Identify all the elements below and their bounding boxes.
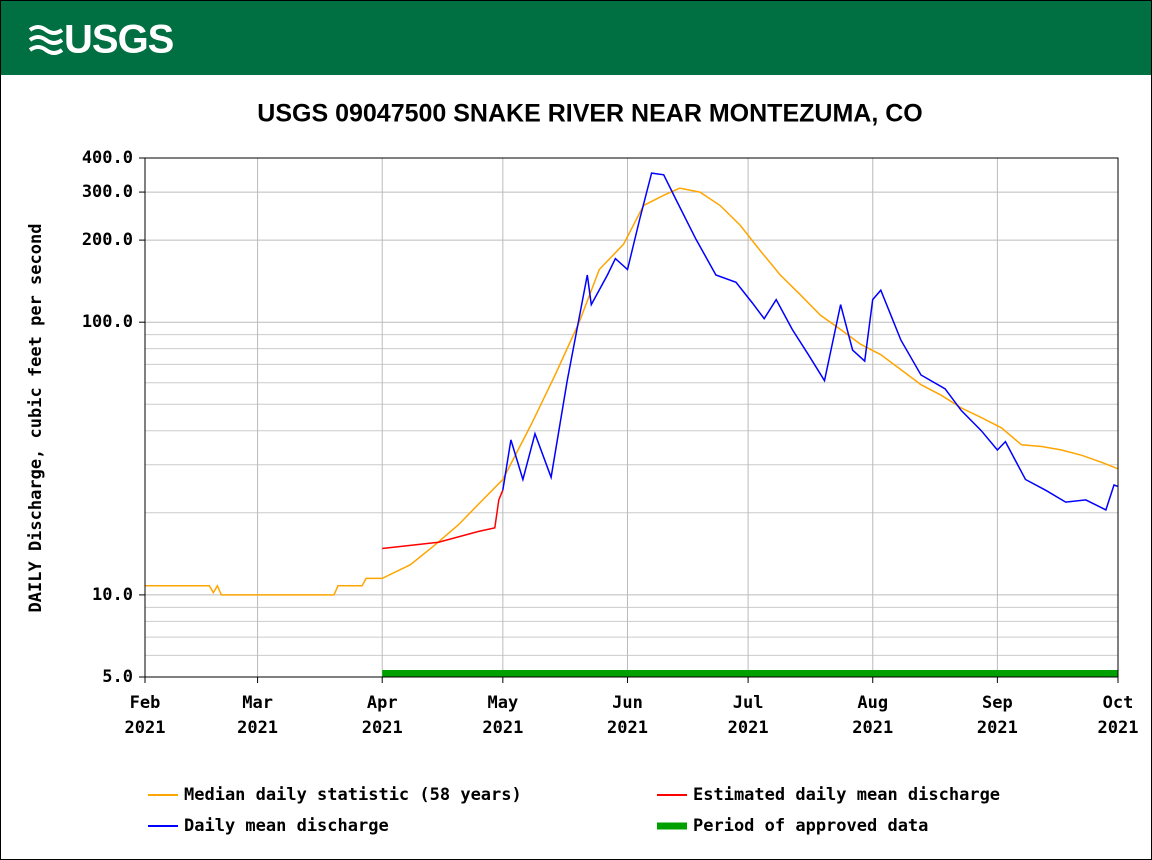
legend-label: Period of approved data bbox=[693, 816, 928, 836]
x-tick-label: Jun bbox=[612, 693, 643, 713]
y-tick-label: 400.0 bbox=[82, 148, 133, 168]
x-tick-label: Feb bbox=[130, 693, 161, 713]
x-tick-label: Mar bbox=[242, 693, 273, 713]
plot-frame bbox=[144, 157, 1119, 678]
y-tick-label: 300.0 bbox=[82, 182, 133, 202]
x-tick-label: Sep bbox=[982, 693, 1013, 713]
y-tick-label: 10.0 bbox=[92, 585, 133, 605]
chart-title: USGS 09047500 SNAKE RIVER NEAR MONTEZUMA… bbox=[257, 100, 922, 128]
x-tick-label: 2021 bbox=[362, 718, 403, 738]
x-tick-label: 2021 bbox=[1098, 718, 1139, 738]
x-tick-label: 2021 bbox=[607, 718, 648, 738]
legend-label: Daily mean discharge bbox=[184, 816, 389, 836]
x-tick-label: Jul bbox=[733, 693, 764, 713]
x-tick-label: 2021 bbox=[125, 718, 166, 738]
x-tick-label: Apr bbox=[367, 693, 398, 713]
logo-waves bbox=[28, 25, 64, 55]
plot-area bbox=[145, 158, 1118, 677]
approved-period-bar bbox=[382, 670, 1118, 677]
legend-label: Median daily statistic (58 years) bbox=[184, 785, 522, 805]
y-axis-label: DAILY Discharge, cubic feet per second bbox=[26, 224, 46, 613]
x-tick-label: 2021 bbox=[237, 718, 278, 738]
series-line bbox=[382, 489, 504, 550]
y-tick-label: 5.0 bbox=[102, 667, 133, 687]
legend-label: Estimated daily mean discharge bbox=[693, 785, 1000, 805]
x-tick-label: 2021 bbox=[482, 718, 523, 738]
series-line bbox=[145, 187, 1119, 596]
series-line bbox=[502, 172, 1119, 511]
x-tick-label: 2021 bbox=[977, 718, 1018, 738]
x-tick-label: 2021 bbox=[728, 718, 769, 738]
y-tick-label: 200.0 bbox=[82, 230, 133, 250]
header-bar bbox=[1, 1, 1151, 75]
x-tick-label: Aug bbox=[857, 693, 888, 713]
x-tick-label: Oct bbox=[1103, 693, 1134, 713]
x-tick-label: 2021 bbox=[852, 718, 893, 738]
y-tick-label: 100.0 bbox=[82, 312, 133, 332]
x-tick-label: May bbox=[487, 693, 518, 713]
logo-text: USGS bbox=[64, 18, 174, 62]
